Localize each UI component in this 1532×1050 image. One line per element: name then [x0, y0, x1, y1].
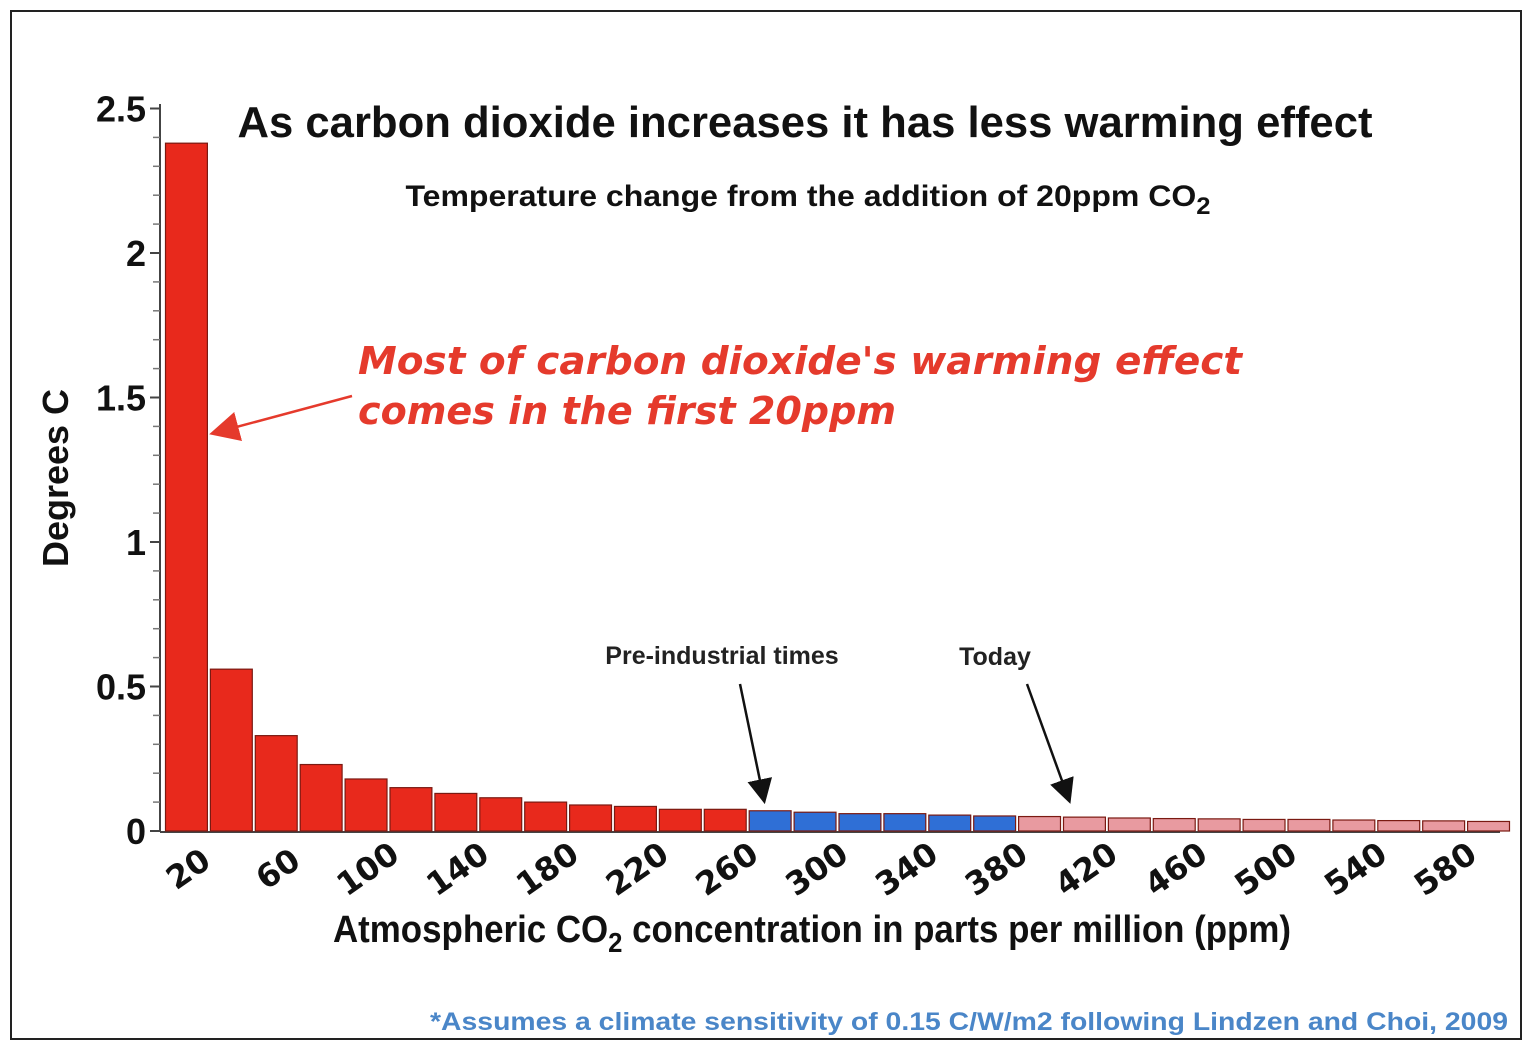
- bar: [1242, 818, 1286, 832]
- x-tick-label: 540: [1317, 834, 1394, 903]
- annotation-preindustrial: Pre-industrial times: [605, 642, 838, 670]
- chart-title: As carbon dioxide increases it has less …: [238, 98, 1373, 147]
- y-tick-label: 1: [126, 522, 146, 563]
- x-tick-label: 140: [419, 834, 496, 903]
- x-tick-label: 180: [509, 834, 586, 903]
- bar: [254, 735, 298, 832]
- bar: [344, 778, 388, 832]
- bar: [524, 801, 568, 832]
- x-tick-label: 460: [1138, 834, 1215, 903]
- bars: [164, 142, 1511, 832]
- bar: [568, 804, 613, 832]
- chart-subtitle: Temperature change from the addition of …: [406, 180, 1211, 220]
- preindustrial-arrow: [738, 683, 773, 805]
- bar: [1466, 820, 1511, 832]
- y-tick-label: 2: [126, 233, 146, 274]
- bar: [164, 142, 209, 832]
- y-ticks: 0 0.5 1 1.5 2 2.5: [96, 89, 160, 852]
- annotation-today: Today: [959, 643, 1031, 671]
- bar: [928, 814, 972, 832]
- x-tick-label: 100: [329, 834, 406, 903]
- x-tick-label: 220: [599, 834, 676, 903]
- bar: [1332, 819, 1376, 832]
- bar: [748, 810, 792, 832]
- bar: [838, 813, 882, 832]
- bar: [793, 811, 837, 832]
- y-tick-label: 1.5: [96, 378, 146, 419]
- bar: [479, 797, 523, 832]
- footnote: *Assumes a climate sensitivity of 0.15 C…: [430, 1008, 1508, 1036]
- bar: [973, 815, 1017, 832]
- x-tick-label: 580: [1407, 834, 1484, 903]
- bar: [703, 808, 747, 832]
- chart-frame: [10, 10, 1522, 1040]
- x-tick-label: 260: [689, 834, 766, 903]
- x-axis-label: Atmospheric CO2 concentration in parts p…: [333, 909, 1291, 958]
- x-ticks: 20 60 100 140 180 220 260 300 340 380 420 460 500 540…: [159, 834, 1484, 903]
- bar: [883, 813, 927, 832]
- y-tick-label: 2.5: [96, 89, 146, 130]
- y-minor-ticks: [153, 107, 160, 832]
- x-tick-label: 420: [1048, 834, 1125, 903]
- bar: [209, 668, 253, 832]
- y-axis-label: Degrees C: [35, 389, 76, 567]
- annotation-main-arrow: [209, 394, 353, 442]
- bar: [1377, 819, 1421, 832]
- x-tick-label: 500: [1227, 834, 1304, 903]
- today-arrow: [1025, 683, 1074, 804]
- bar: [1197, 818, 1241, 832]
- bar: [1152, 817, 1196, 832]
- bar: [1062, 816, 1107, 832]
- annotation-main-line2: comes in the first 20ppm: [358, 389, 896, 433]
- bar: [1422, 820, 1466, 832]
- bar: [434, 792, 478, 832]
- bar: [658, 808, 702, 832]
- annotation-main-line1: Most of carbon dioxide's warming effect: [358, 339, 1244, 383]
- x-tick-label: 340: [868, 834, 945, 903]
- y-tick-label: 0.5: [96, 667, 146, 708]
- y-tick-label: 0: [126, 811, 146, 852]
- bar: [1107, 817, 1151, 832]
- x-tick-label: 20: [159, 841, 217, 898]
- bar: [1287, 818, 1331, 832]
- x-tick-label: 300: [778, 834, 855, 903]
- x-tick-label: 380: [958, 834, 1035, 903]
- bar: [299, 763, 343, 832]
- x-tick-label: 60: [249, 841, 307, 898]
- bar: [1017, 815, 1062, 832]
- bar: [613, 805, 658, 832]
- bar: [389, 787, 433, 832]
